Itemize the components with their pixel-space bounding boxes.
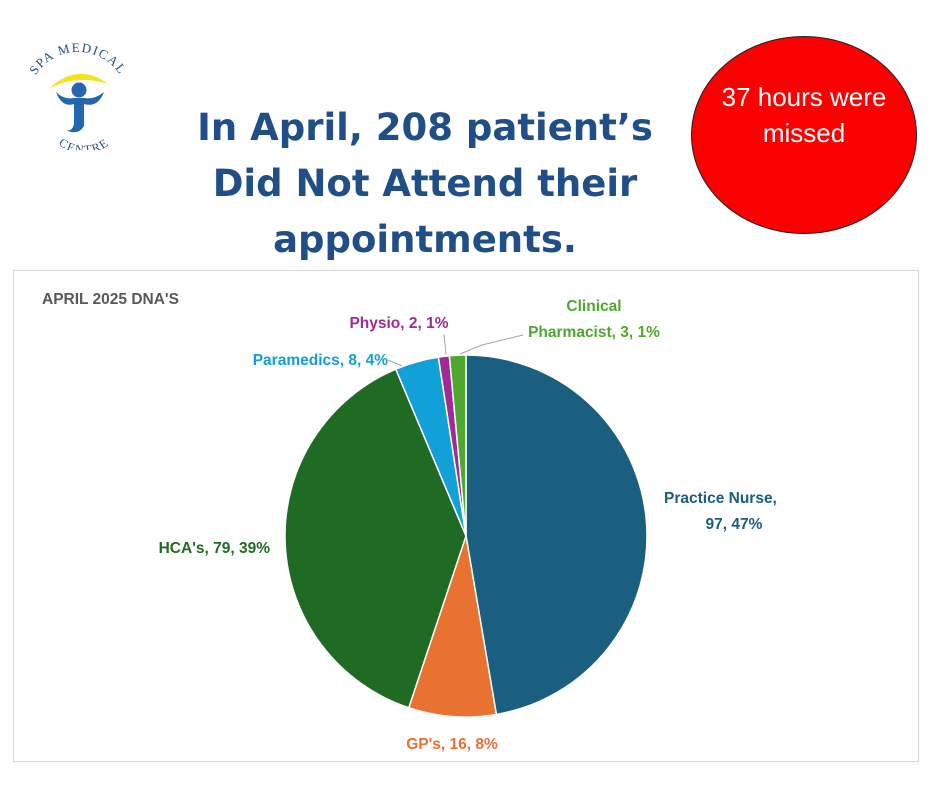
pie-slice-clinical-pharmacist [448,354,467,537]
headline: In April, 208 patient’s Did Not Attend t… [197,106,653,261]
data-label-paramedics: Paramedics, 8, 4% [253,352,388,369]
chart-title: APRIL 2025 DNA'S [42,291,179,308]
chart-container: APRIL 2025 DNA'S Practice Nurse, 97, 47% G… [13,270,919,762]
leader-line-physio [443,333,447,356]
pie-chart: Practice Nurse, 97, 47% GP's, 16, 8% HCA's,… [159,298,777,753]
pie-slice-practice-nurse [465,354,648,716]
data-label-physio: Physio, 2, 1% [349,315,448,332]
data-label-clinical-pharmacist: Clinical Pharmacist, 3, 1% [528,298,660,341]
hours-missed-callout: 37 hours were missed [691,36,917,234]
data-label-gp-s: GP's, 16, 8% [406,736,498,753]
data-label-practice-nurse: Practice Nurse, 97, 47% [664,490,777,533]
leader-line-paramedics [387,359,403,367]
logo-text-bottom: CENTRE [56,135,111,150]
data-label-hca-s: HCA's, 79, 39% [159,540,271,557]
pie-slice-hca-s [284,368,467,709]
logo-text-top: SPA MEDICAL [26,40,130,77]
person-figure-logo-icon [50,73,108,133]
leader-line-clinical-pharmacist [459,334,524,355]
spa-medical-centre-logo: SPA MEDICAL CENTRE [26,40,130,150]
hours-missed-text: 37 hours were missed [721,82,887,148]
